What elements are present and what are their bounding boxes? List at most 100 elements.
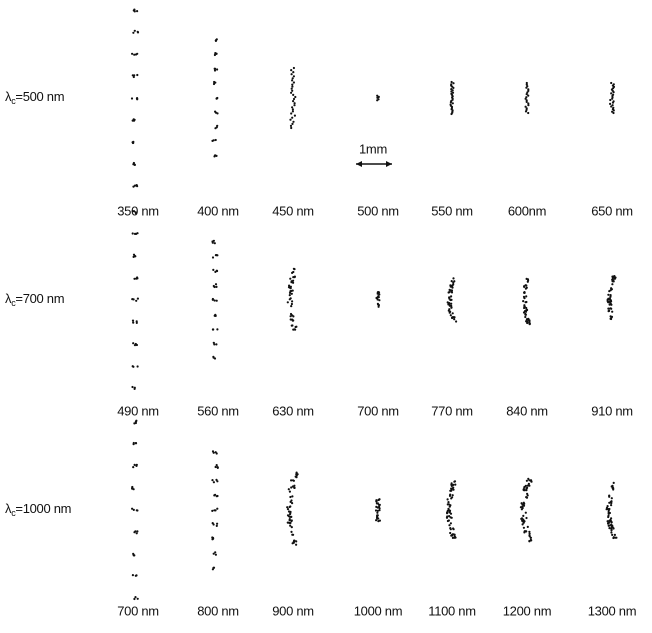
spot-dot bbox=[611, 316, 613, 318]
spot-dot bbox=[447, 510, 449, 512]
spot-dot bbox=[135, 300, 137, 302]
spot-dot bbox=[216, 508, 218, 510]
spot-dot bbox=[132, 466, 134, 468]
spot-dot bbox=[215, 39, 217, 41]
spot-dot bbox=[611, 283, 613, 285]
spot-dot bbox=[292, 271, 294, 273]
spot-dot bbox=[447, 498, 449, 500]
spot-dot bbox=[293, 268, 295, 270]
spot-dot bbox=[292, 108, 294, 110]
wavelength-label: 490 nm bbox=[117, 403, 159, 418]
spot-dot bbox=[523, 489, 525, 491]
spot-dot bbox=[526, 101, 528, 103]
spot-dot bbox=[216, 523, 218, 525]
spot-dot bbox=[289, 278, 291, 280]
spot-dot bbox=[611, 98, 613, 100]
spot-diagram bbox=[211, 240, 218, 360]
spot-dot bbox=[136, 53, 138, 55]
spot-dot bbox=[292, 94, 294, 96]
spot-diagram bbox=[287, 268, 298, 331]
spot-dot bbox=[215, 283, 217, 285]
spot-diagram bbox=[211, 450, 219, 570]
spot-dot bbox=[131, 97, 133, 99]
spot-dot bbox=[527, 478, 529, 480]
spot-dot bbox=[452, 484, 454, 486]
spot-dot bbox=[291, 123, 293, 125]
lambda-value: =700 nm bbox=[15, 291, 64, 306]
spot-dot bbox=[608, 310, 610, 312]
spot-dot bbox=[289, 292, 291, 294]
spot-dot bbox=[291, 314, 293, 316]
spot-dot bbox=[525, 314, 527, 316]
spot-dot bbox=[215, 554, 217, 556]
spot-dot bbox=[291, 324, 293, 326]
spot-dot bbox=[291, 117, 293, 119]
wavelength-label: 350 nm bbox=[117, 203, 159, 218]
spot-dot bbox=[454, 484, 456, 486]
spot-dot bbox=[522, 515, 524, 517]
spot-dot bbox=[452, 282, 454, 284]
row-label: λc=500 nm bbox=[5, 89, 64, 106]
spot-dot bbox=[449, 311, 451, 313]
spot-dot bbox=[211, 479, 213, 481]
spot-dot bbox=[132, 186, 134, 188]
wavelength-label: 1200 nm bbox=[503, 603, 552, 618]
spot-dot bbox=[452, 537, 454, 539]
spot-dot bbox=[379, 504, 381, 506]
spot-dot bbox=[211, 510, 213, 512]
spot-dot bbox=[290, 531, 292, 533]
spot-dot bbox=[136, 509, 138, 511]
spot-dot bbox=[295, 544, 297, 546]
row-label: λc=700 nm bbox=[5, 291, 64, 308]
spot-dot bbox=[293, 540, 295, 542]
spot-dot bbox=[607, 523, 609, 525]
spot-dot bbox=[613, 91, 615, 93]
spot-dot bbox=[523, 296, 525, 298]
spot-dot bbox=[448, 298, 450, 300]
spot-dot bbox=[294, 102, 296, 104]
spot-dot bbox=[609, 296, 611, 298]
spot-dot bbox=[609, 524, 611, 526]
spot-dot bbox=[292, 100, 294, 102]
spot-dot bbox=[525, 517, 527, 519]
spot-diagram bbox=[376, 95, 380, 102]
spot-dot bbox=[607, 520, 609, 522]
spot-dot bbox=[453, 316, 455, 318]
spot-dot bbox=[611, 497, 613, 499]
spot-dot bbox=[377, 296, 379, 298]
spot-dot bbox=[212, 356, 214, 358]
spot-dot bbox=[216, 254, 218, 256]
spot-dot bbox=[378, 96, 380, 98]
spot-dot bbox=[449, 495, 451, 497]
spot-dot bbox=[290, 479, 292, 481]
spot-dot bbox=[451, 285, 453, 287]
spot-dot bbox=[213, 494, 215, 496]
spot-dot bbox=[376, 502, 378, 504]
scale-bar: 1mm bbox=[356, 141, 392, 167]
spot-dot bbox=[134, 255, 136, 257]
spot-dot bbox=[290, 69, 292, 71]
spot-dot bbox=[377, 291, 379, 293]
spot-dot bbox=[290, 297, 292, 299]
spot-dot bbox=[291, 84, 293, 86]
spot-dot bbox=[613, 536, 615, 538]
spot-dot bbox=[451, 488, 453, 490]
spot-dot bbox=[610, 517, 612, 519]
spot-dot bbox=[213, 285, 215, 287]
spot-dot bbox=[213, 553, 215, 555]
spot-dot bbox=[452, 494, 454, 496]
spot-dot bbox=[289, 491, 291, 493]
spot-dot bbox=[448, 308, 450, 310]
spot-dot bbox=[447, 501, 449, 503]
figure: 1mm λc=500 nm350 nm400 nm450 nm500 nm550… bbox=[0, 0, 652, 633]
wavelength-label: 900 nm bbox=[272, 603, 314, 618]
spot-dot bbox=[297, 473, 299, 475]
spot-dot bbox=[521, 504, 523, 506]
spot-dot bbox=[212, 298, 214, 300]
spot-dot bbox=[525, 288, 527, 290]
spot-dot bbox=[608, 513, 610, 515]
spot-dot bbox=[290, 486, 292, 488]
spot-dot bbox=[132, 232, 134, 234]
spot-dot bbox=[528, 540, 530, 542]
spot-dot bbox=[448, 303, 450, 305]
